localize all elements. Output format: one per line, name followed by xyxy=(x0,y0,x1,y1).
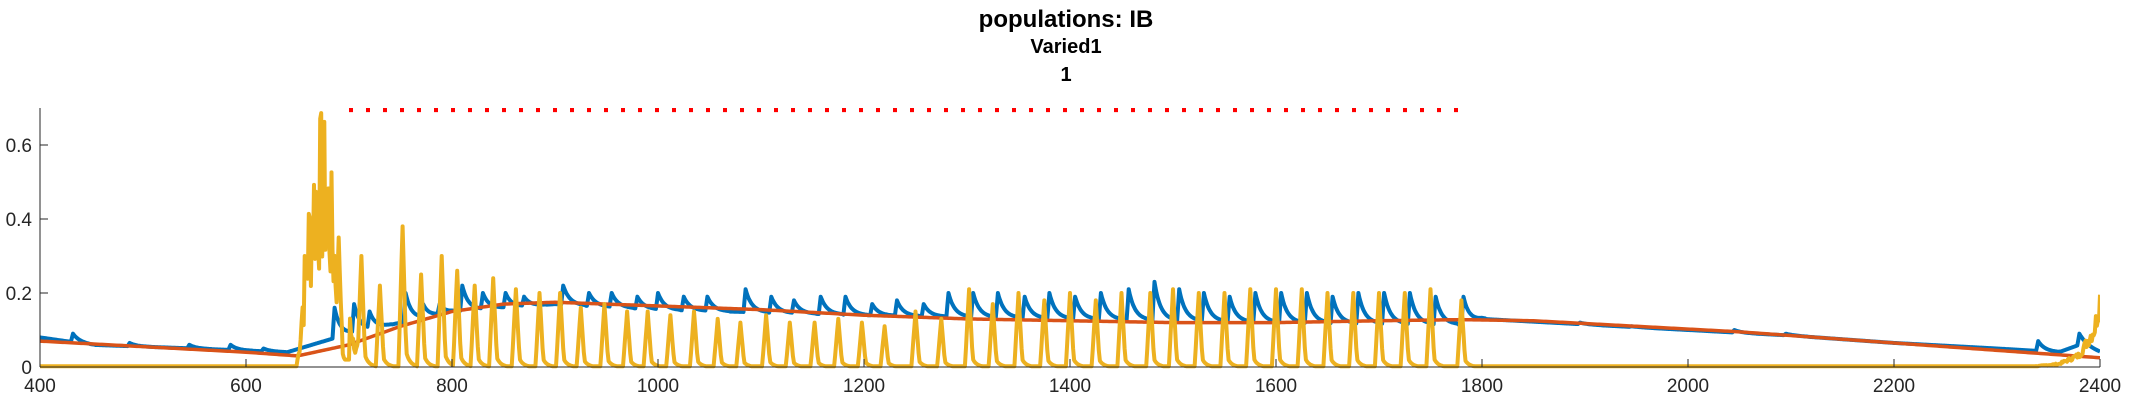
y-tick-label: 0.2 xyxy=(6,284,32,305)
series-2-line xyxy=(40,111,2100,369)
x-tick-label: 1200 xyxy=(843,376,885,397)
x-tick-label: 800 xyxy=(436,376,468,397)
y-tick-label: 0.6 xyxy=(6,136,32,157)
x-tick-label: 1600 xyxy=(1255,376,1297,397)
x-axis-ticks: 400 600 800 1000 1200 1400 1600 1800 2000 2200 240… xyxy=(24,359,2121,397)
plot-area xyxy=(40,108,2100,369)
x-tick-label: 600 xyxy=(230,376,262,397)
x-tick-label: 2200 xyxy=(1873,376,1915,397)
chart-subtitle: Varied1 xyxy=(1030,36,1101,58)
x-tick-label: 400 xyxy=(24,376,56,397)
y-axis-ticks: 0 0.2 0.4 0.6 xyxy=(6,136,48,379)
series-layer xyxy=(40,108,2100,369)
x-tick-label: 2400 xyxy=(2079,376,2121,397)
y-tick-label: 0 xyxy=(21,358,32,379)
x-tick-label: 2000 xyxy=(1667,376,1709,397)
x-tick-label: 1800 xyxy=(1461,376,1503,397)
chart-title: populations: IB xyxy=(979,6,1154,33)
y-tick-label: 0.4 xyxy=(6,210,33,231)
chart-subtitle-2: 1 xyxy=(1060,64,1071,86)
x-tick-label: 1400 xyxy=(1049,376,1091,397)
x-tick-label: 1000 xyxy=(637,376,679,397)
